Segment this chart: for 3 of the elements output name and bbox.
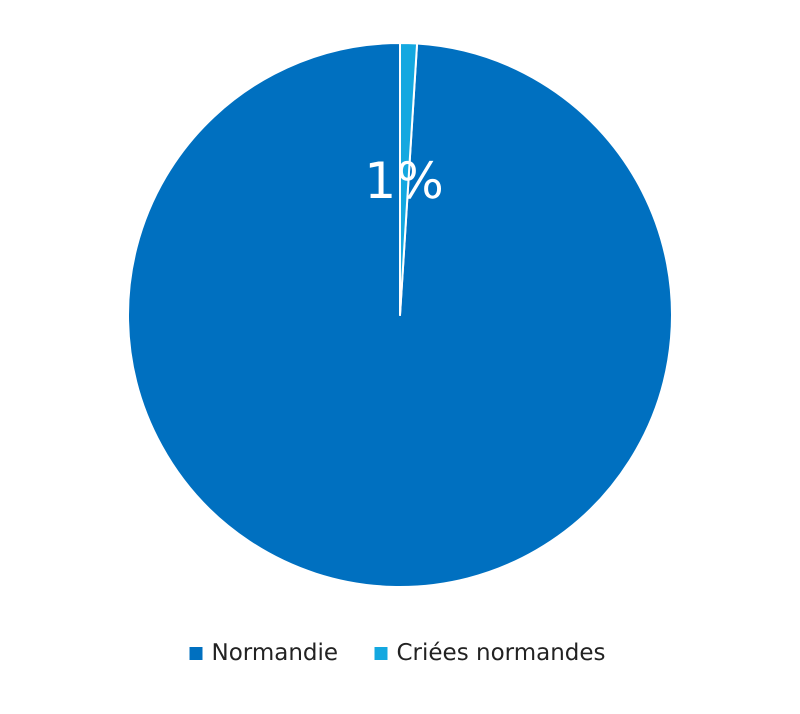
pie-slice bbox=[127, 42, 673, 588]
legend-label: Criées normandes bbox=[396, 640, 606, 666]
legend-label: Normandie bbox=[212, 640, 338, 666]
